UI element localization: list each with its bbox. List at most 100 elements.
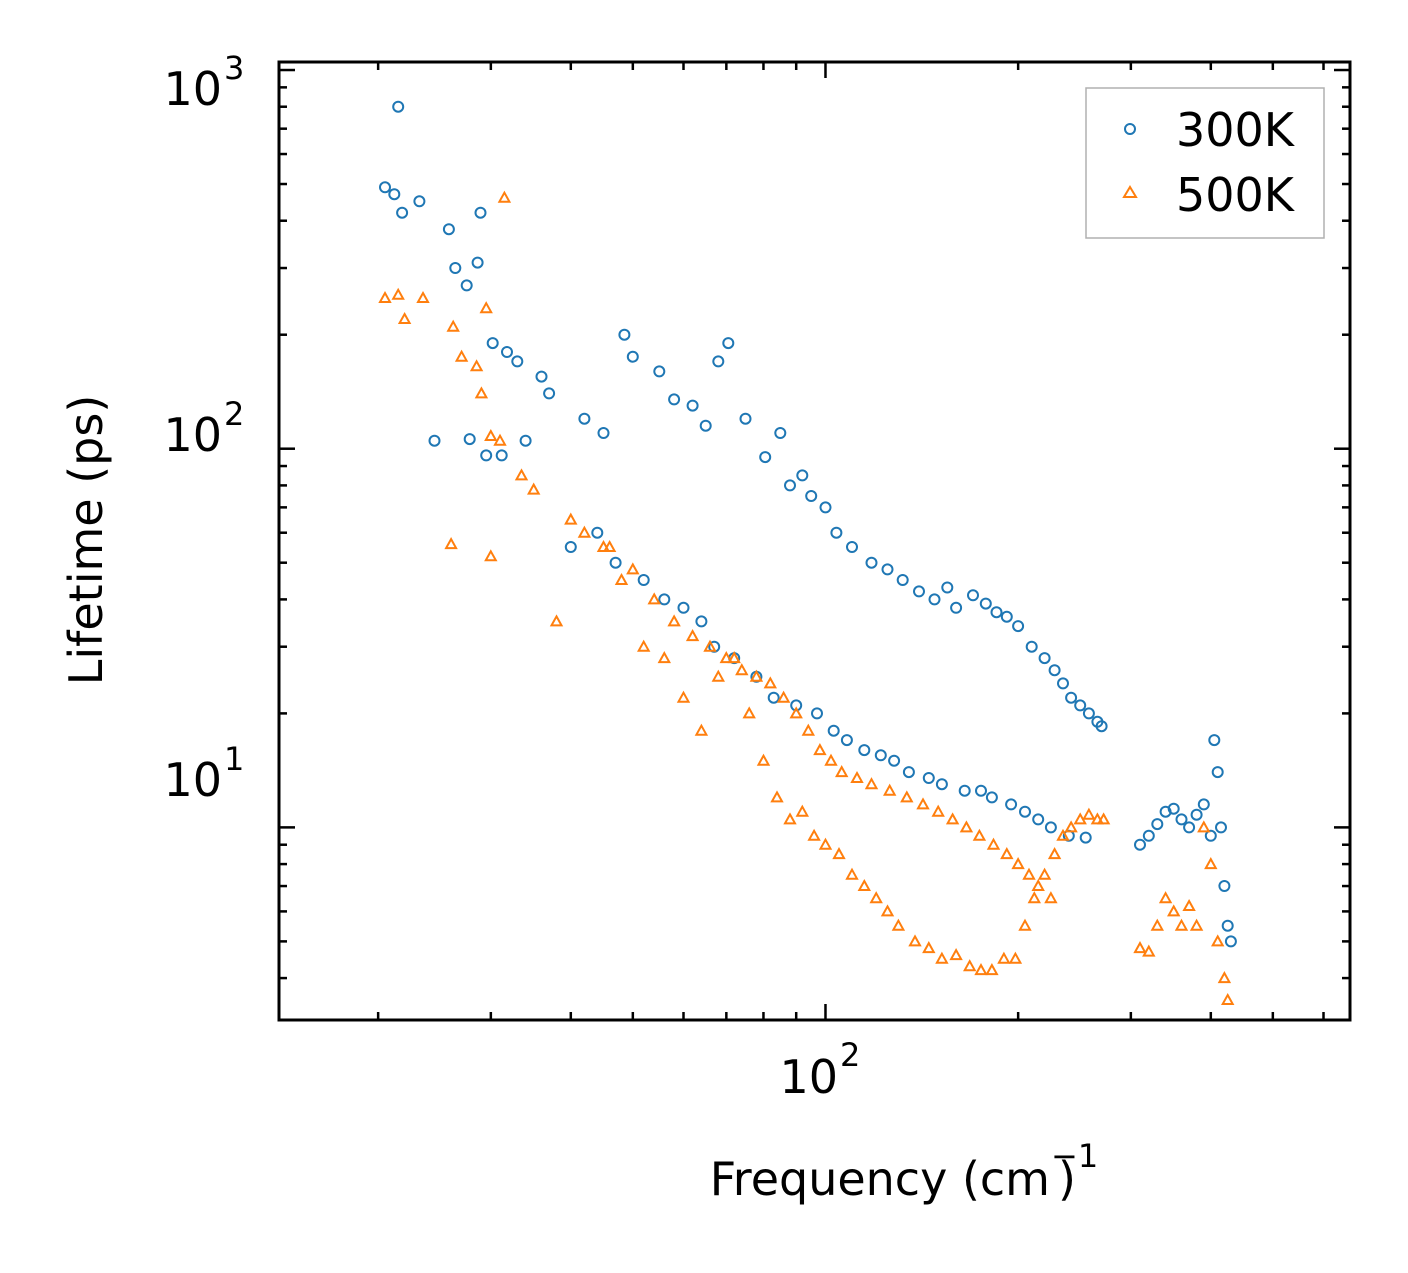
data-point-500k: [963, 959, 977, 972]
data-point-300k: [840, 734, 853, 747]
data-point-300k: [463, 433, 476, 446]
data-point-300k: [805, 490, 818, 502]
data-point-500k: [549, 614, 564, 627]
data-point-500k: [484, 428, 498, 441]
data-point-500k: [908, 934, 922, 947]
x-axis-label-close: ): [1058, 1152, 1076, 1206]
data-point-500k: [1000, 847, 1014, 860]
data-point-300k: [1025, 640, 1038, 653]
data-point-500k: [1047, 847, 1062, 860]
data-point-300k: [495, 449, 508, 462]
data-point-300k: [1204, 829, 1217, 842]
data-point-300k: [442, 223, 455, 236]
data-point-500k: [1182, 898, 1196, 911]
data-point-500k: [1217, 971, 1232, 984]
data-point-300k: [1005, 798, 1018, 811]
data-point-500k: [469, 359, 484, 372]
data-point-300k: [985, 791, 998, 804]
data-point-300k: [913, 585, 925, 598]
data-point-500k: [1031, 878, 1045, 891]
data-point-500k: [626, 562, 640, 575]
data-point-300k: [392, 100, 405, 113]
data-point-300k: [796, 469, 809, 482]
x-tick-label: 10: [779, 1050, 838, 1104]
data-point-500k: [949, 948, 963, 961]
data-point-500k: [1221, 992, 1235, 1005]
data-point-300k: [379, 181, 391, 194]
data-point-500k: [1027, 891, 1041, 904]
data-point-300k: [1012, 620, 1025, 633]
data-point-500k: [985, 963, 999, 976]
data-point-300k: [767, 691, 780, 704]
data-point-500k: [818, 837, 833, 850]
y-tick-label: 10: [163, 408, 222, 462]
data-point-300k: [819, 501, 832, 514]
data-point-500k: [869, 891, 883, 904]
data-point-300k: [935, 778, 948, 791]
data-point-300k: [1151, 818, 1164, 831]
data-point-300k: [811, 707, 823, 720]
data-point-500k: [770, 790, 784, 803]
data-point-500k: [850, 770, 864, 783]
data-point-500k: [783, 812, 797, 825]
data-point-300k: [1019, 805, 1031, 818]
data-point-300k: [597, 427, 610, 439]
x-axis-label: Frequency (cm: [710, 1152, 1050, 1206]
data-point-300k: [686, 399, 699, 412]
data-point-300k: [958, 784, 971, 797]
data-point-300k: [1057, 677, 1069, 690]
data-point-300k: [922, 772, 935, 784]
data-point-300k: [618, 328, 631, 341]
data-point-500k: [1090, 812, 1105, 825]
data-point-500k: [931, 804, 945, 817]
data-point-500k: [479, 301, 493, 314]
data-point-500k: [1150, 918, 1164, 931]
data-point-300k: [1215, 821, 1227, 834]
data-point-500k: [391, 287, 405, 300]
data-point-300k: [591, 526, 604, 539]
data-point-500k: [1064, 820, 1078, 833]
data-point-500k: [1158, 891, 1173, 904]
data-point-500k: [694, 723, 709, 736]
data-point-300k: [1074, 699, 1087, 712]
data-point-300k: [428, 434, 441, 447]
data-point-500k: [444, 537, 458, 550]
data-point-500k: [807, 828, 821, 841]
data-point-300k: [474, 206, 487, 219]
data-point-500k: [637, 639, 651, 652]
data-point-300k: [990, 606, 1003, 619]
data-point-500k: [1133, 941, 1147, 954]
data-point-300k: [784, 479, 796, 492]
data-point-300k: [1208, 734, 1221, 747]
data-point-500k: [864, 777, 879, 790]
data-point-300k: [388, 188, 401, 201]
data-point-300k: [699, 419, 712, 432]
data-point-500k: [577, 525, 592, 538]
data-point-300k: [827, 724, 840, 737]
data-point-300k: [1032, 813, 1045, 826]
y-tick-label: 10: [163, 62, 222, 116]
data-point-500k: [1018, 918, 1032, 931]
data-point-500k: [776, 690, 791, 703]
data-point-500k: [883, 783, 897, 796]
data-point-300k: [471, 256, 484, 269]
y-tick-label-exp: 3: [224, 49, 244, 87]
legend-label-300k: 300K: [1176, 103, 1296, 157]
data-point-500k: [378, 290, 392, 303]
data-point-300k: [1167, 802, 1180, 815]
y-tick-label: 10: [163, 753, 222, 807]
x-tick-label-exp: 2: [840, 1036, 860, 1074]
data-point-300k: [1197, 798, 1210, 811]
data-point-300k: [1218, 880, 1231, 892]
data-point-300k: [1190, 808, 1203, 821]
data-point-300k: [653, 365, 666, 378]
data-point-500k: [602, 539, 617, 552]
data-point-500k: [795, 804, 809, 817]
data-point-300k: [941, 581, 954, 594]
data-point-500k: [813, 743, 827, 756]
data-point-500k: [1056, 828, 1070, 841]
data-point-500k: [824, 753, 838, 766]
data-point-300k: [578, 412, 591, 425]
data-point-500k: [935, 951, 949, 964]
